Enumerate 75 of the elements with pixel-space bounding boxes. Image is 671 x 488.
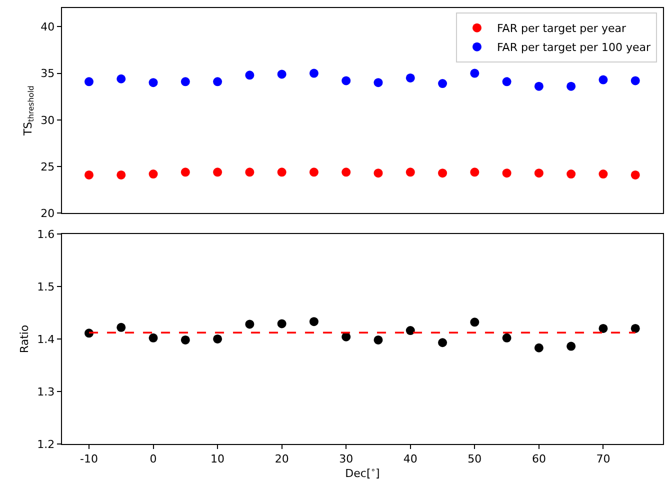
point [309,317,318,326]
point [342,168,351,177]
point [534,168,544,178]
point [534,82,544,91]
y-tick-label: 1.5 [37,280,55,294]
point [598,75,608,84]
point [630,324,640,333]
point [598,170,608,179]
legend-label: FAR per target per 100 year [496,41,651,54]
x-tick-label: 70 [596,452,610,466]
x-tick-label: 60 [532,452,546,466]
point [148,333,158,342]
x-axis-title: Dec[$^{∘}$] [345,465,380,480]
point [213,77,222,86]
point [245,70,254,80]
point [180,168,190,177]
y-tick-label: 1.2 [37,438,55,451]
point [277,168,286,177]
y-axis-title: Ratio [18,324,31,354]
point [438,168,448,178]
point [148,78,158,88]
y-tick-label: 1.3 [37,385,55,398]
point [374,335,383,344]
point [630,170,640,180]
point [116,170,126,180]
point [438,338,448,348]
point [309,68,318,78]
point [374,78,383,88]
point [180,77,190,86]
point [598,324,608,333]
y-tick-label: 1.4 [37,332,55,346]
point [470,318,480,327]
point [534,343,544,352]
point [277,70,286,79]
point [84,170,94,180]
point [406,73,415,82]
point [566,82,576,91]
x-tick-label: 20 [274,452,289,466]
point [245,168,254,177]
x-tick-label: 30 [339,452,354,466]
point [470,168,480,177]
point [406,168,415,177]
point [180,335,190,344]
point [213,168,222,177]
point [470,68,480,78]
point [342,76,351,86]
point [84,77,94,86]
point [213,334,222,344]
point [566,170,576,179]
y-tick-label: 1.6 [37,228,55,241]
point [406,326,415,336]
point [502,333,512,342]
y-tick-label: 40 [40,20,55,34]
x-tick-label: 40 [403,452,418,466]
legend-label: FAR per target per year [496,22,626,36]
x-tick-label: 50 [468,452,482,466]
y-tick-label: 30 [40,114,55,127]
y-tick-label: 25 [40,160,55,174]
point [245,320,254,329]
x-tick-label: 0 [150,452,157,466]
y-tick-label: 20 [40,207,55,220]
point [309,168,318,177]
point [502,168,512,178]
point [374,168,383,178]
point [277,319,286,328]
point [116,322,126,332]
point [438,79,448,88]
y-tick-label: 35 [40,67,55,80]
point [502,77,512,86]
point [116,74,126,84]
point [148,170,158,179]
point [630,76,640,86]
point [566,342,576,351]
x-tick-label: 10 [210,452,225,466]
x-tick-label: -10 [80,452,98,466]
